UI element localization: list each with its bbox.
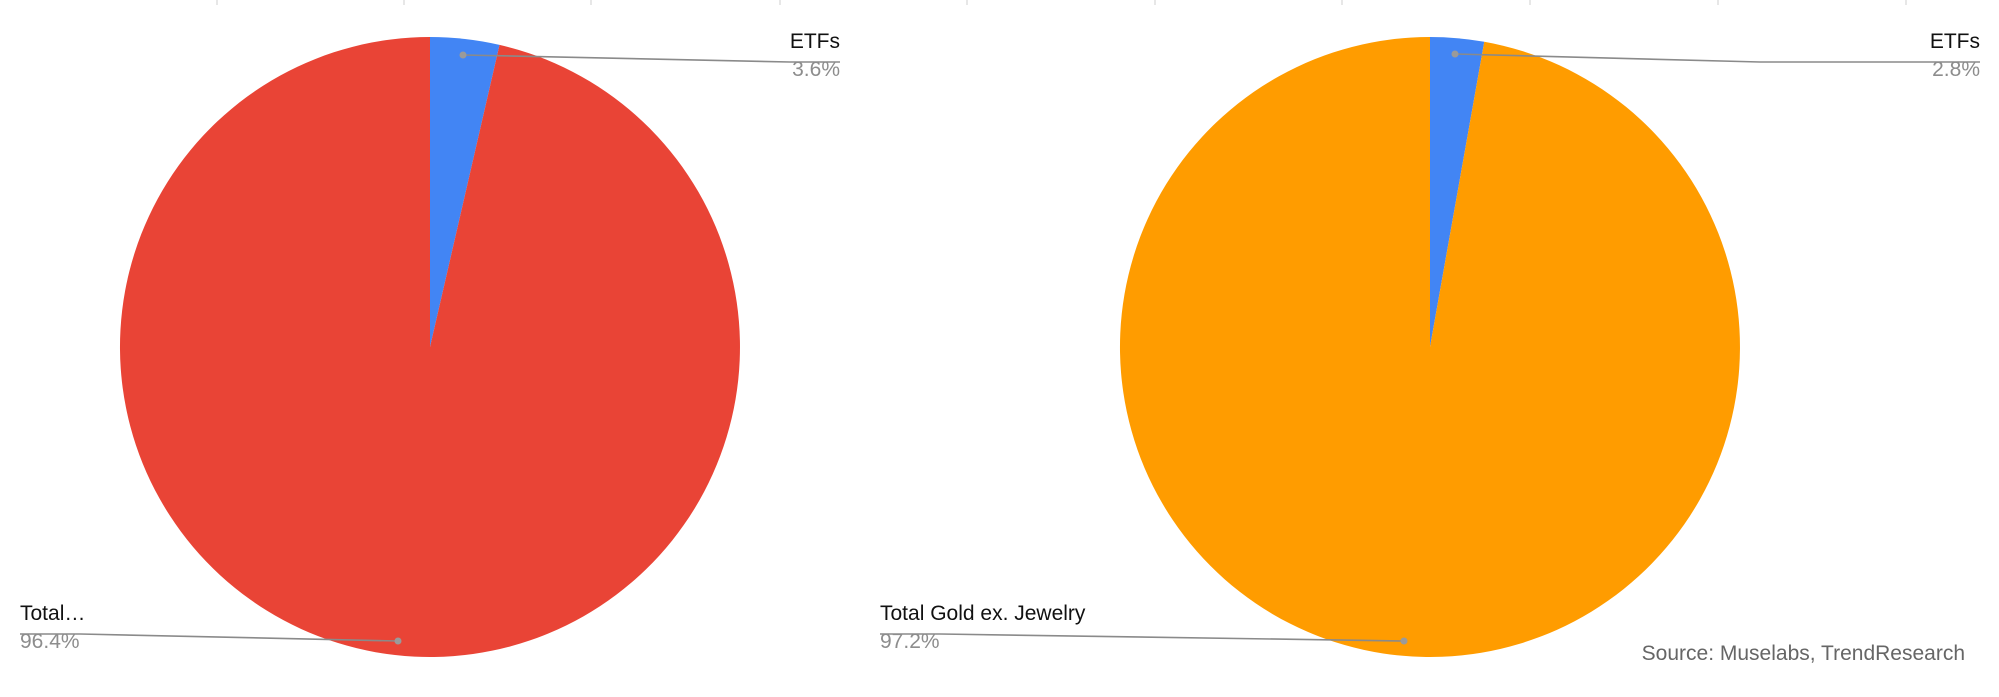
top-tick-row: [216, 0, 1907, 5]
pie-slice-total: [119, 37, 740, 657]
pie-slice-etfs: [1430, 37, 1485, 347]
pie-slice-total: [1119, 36, 1740, 658]
source-note: Source: Muselabs, TrendResearch: [1642, 642, 1965, 665]
slice-percent-label: 3.6%: [792, 58, 840, 81]
leader-dot: [1451, 50, 1459, 58]
pie-chart-etfs-vs-total: ETFs 3.6% Total… 96.4%: [20, 30, 840, 657]
slice-percent-label: 96.4%: [20, 630, 80, 653]
leader-line: [20, 633, 399, 642]
pie-slice-etfs: [430, 37, 500, 347]
leader-line: [1454, 53, 1980, 63]
leader-dot: [1400, 637, 1408, 645]
leader-line: [462, 54, 840, 63]
slice-label: ETFs: [790, 30, 840, 53]
pie-chart-etfs-vs-gold: ETFs 2.8% Total Gold ex. Jewelry 97.2%: [880, 30, 1980, 658]
leader-dot: [394, 637, 402, 645]
leader-line: [880, 633, 1405, 642]
slice-label: ETFs: [1930, 30, 1980, 53]
slice-percent-label: 97.2%: [880, 630, 940, 653]
slice-label: Total…: [20, 602, 85, 625]
leader-dot: [459, 51, 467, 59]
slice-label: Total Gold ex. Jewelry: [880, 602, 1086, 625]
slice-percent-label: 2.8%: [1932, 58, 1980, 81]
